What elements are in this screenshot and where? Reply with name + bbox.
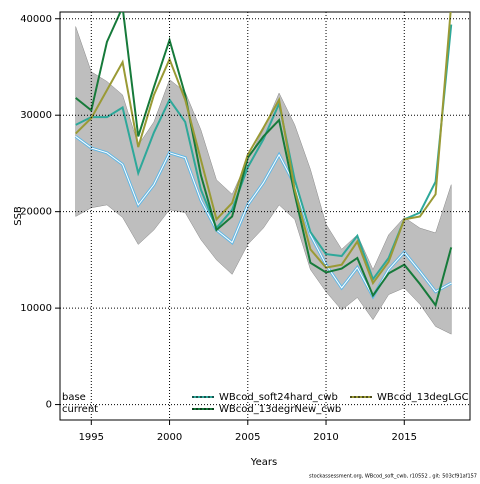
y-tick-label: 20000 — [20, 207, 52, 218]
legend-label: WBcod_soft24hard_cwb — [219, 392, 338, 403]
x-tick-label: 2015 — [392, 432, 417, 443]
series-line — [75, 12, 453, 308]
legend-label: WBcod_13degLGC — [377, 392, 469, 403]
series-line — [75, 136, 452, 298]
x-axis-label: Years — [250, 457, 277, 468]
y-tick-label: 0 — [46, 400, 52, 411]
y-tick-label: 30000 — [20, 110, 52, 121]
plot-frame — [59, 11, 471, 421]
y-tick-label: 40000 — [20, 14, 52, 25]
x-tick-label: 2010 — [313, 432, 338, 443]
x-tick-label: 2000 — [157, 432, 182, 443]
y-tick-label: 10000 — [20, 303, 52, 314]
footer: stockassessment.org, WBcod_soft_cwb, r10… — [309, 474, 477, 480]
legend-label: base — [62, 392, 86, 403]
x-tick-label: 2005 — [235, 432, 260, 443]
series-line — [74, 12, 452, 286]
legend-label: WBcod_13degrNew_cwb — [219, 404, 341, 415]
plot-area — [74, 12, 453, 335]
series-line — [75, 24, 453, 282]
y-axis-label: SSB — [13, 206, 24, 226]
x-tick-label: 1995 — [79, 432, 104, 443]
legend-label: current — [62, 404, 98, 415]
